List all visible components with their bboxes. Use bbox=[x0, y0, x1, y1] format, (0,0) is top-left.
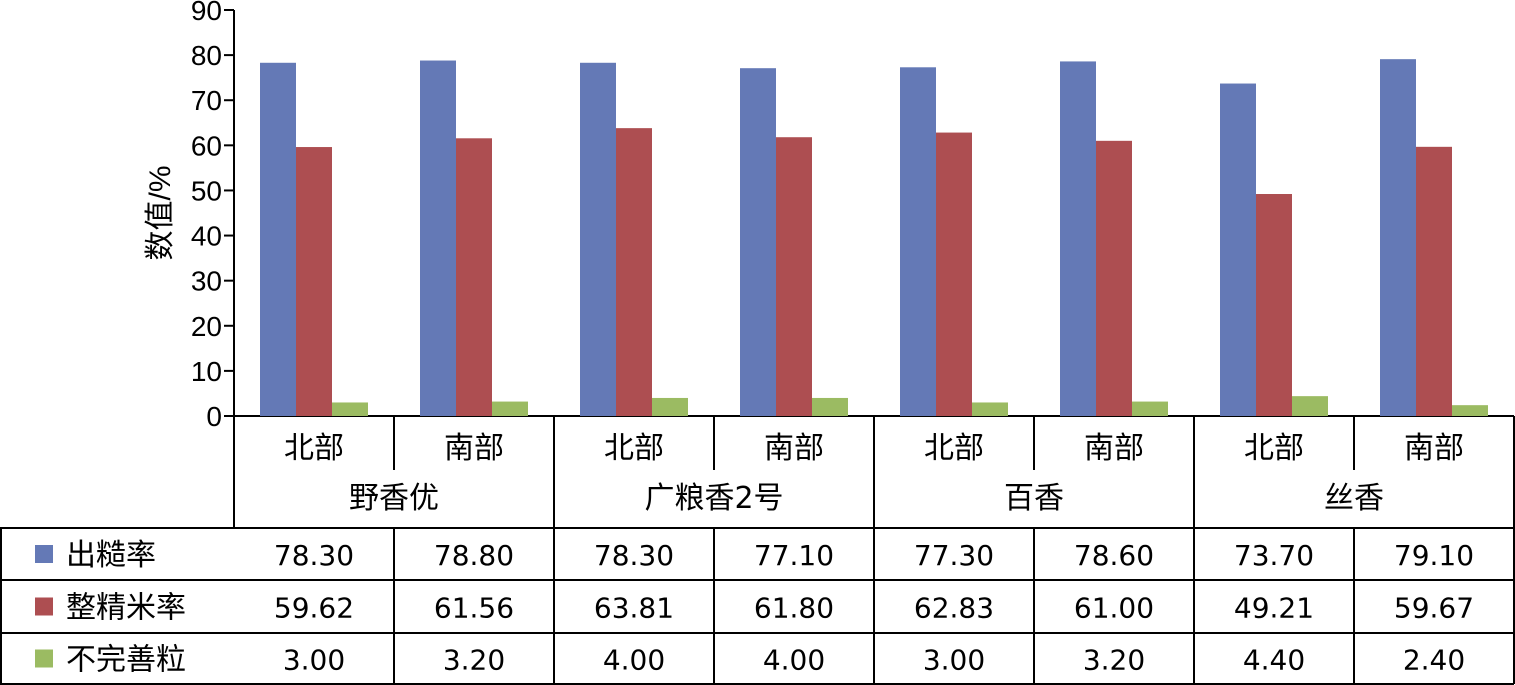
group-label: 野香优 bbox=[349, 481, 439, 516]
data-value: 4.40 bbox=[1243, 644, 1305, 677]
y-axis-label: 数值/% bbox=[144, 165, 177, 260]
bar-出糙率-丝香-南部 bbox=[1380, 59, 1416, 416]
data-value: 63.81 bbox=[594, 592, 674, 625]
bar-不完善粒-广粮香2号-南部 bbox=[812, 397, 848, 416]
category-label: 南部 bbox=[1084, 431, 1144, 466]
category-label: 北部 bbox=[604, 431, 664, 466]
y-tick-label: 10 bbox=[191, 356, 222, 387]
data-value: 59.62 bbox=[274, 592, 354, 625]
category-label: 北部 bbox=[924, 431, 984, 466]
y-tick-label: 70 bbox=[191, 85, 222, 116]
legend-swatch-不完善粒 bbox=[35, 649, 53, 668]
data-value: 3.20 bbox=[1083, 644, 1145, 677]
y-tick-label: 0 bbox=[206, 401, 222, 432]
data-value: 62.83 bbox=[914, 592, 994, 625]
data-value: 4.00 bbox=[763, 644, 825, 677]
bar-出糙率-广粮香2号-北部 bbox=[580, 62, 616, 416]
bar-整精米率-广粮香2号-北部 bbox=[616, 128, 652, 416]
bar-出糙率-广粮香2号-南部 bbox=[740, 68, 776, 417]
legend-swatch-出糙率 bbox=[35, 545, 53, 563]
bar-不完善粒-广粮香2号-北部 bbox=[652, 397, 688, 416]
category-label: 南部 bbox=[444, 431, 504, 466]
data-value: 78.30 bbox=[274, 539, 354, 572]
data-value: 77.10 bbox=[754, 539, 834, 572]
bar-整精米率-野香优-南部 bbox=[456, 138, 492, 416]
bar-不完善粒-丝香-北部 bbox=[1292, 396, 1328, 416]
bar-不完善粒-百香-北部 bbox=[972, 402, 1008, 416]
data-value: 78.30 bbox=[594, 539, 674, 572]
bar-整精米率-广粮香2号-南部 bbox=[776, 137, 812, 417]
data-value: 61.00 bbox=[1074, 592, 1154, 625]
legend-label-整精米率: 整精米率 bbox=[66, 591, 186, 626]
data-value: 79.10 bbox=[1394, 539, 1474, 572]
y-tick-label: 50 bbox=[191, 175, 222, 206]
data-value: 49.21 bbox=[1234, 592, 1314, 625]
group-label: 百香 bbox=[1004, 481, 1064, 516]
group-label: 广粮香2号 bbox=[644, 481, 783, 516]
data-value: 4.00 bbox=[603, 644, 665, 677]
bar-出糙率-百香-南部 bbox=[1060, 61, 1096, 416]
bar-出糙率-百香-北部 bbox=[900, 67, 936, 417]
y-tick-label: 60 bbox=[191, 130, 222, 161]
bar-整精米率-丝香-南部 bbox=[1416, 146, 1452, 416]
y-tick-label: 90 bbox=[191, 0, 222, 26]
data-value: 77.30 bbox=[914, 539, 994, 572]
category-label: 南部 bbox=[764, 431, 824, 466]
bar-出糙率-丝香-北部 bbox=[1220, 83, 1256, 416]
data-value: 61.80 bbox=[754, 592, 834, 625]
bar-不完善粒-野香优-北部 bbox=[332, 402, 368, 416]
data-value: 3.20 bbox=[443, 644, 505, 677]
bar-不完善粒-百香-南部 bbox=[1132, 401, 1168, 416]
bar-整精米率-野香优-北部 bbox=[296, 147, 332, 417]
data-value: 59.67 bbox=[1394, 592, 1474, 625]
bar-不完善粒-丝香-南部 bbox=[1452, 405, 1488, 416]
bar-出糙率-野香优-南部 bbox=[420, 60, 456, 416]
bar-整精米率-百香-北部 bbox=[936, 132, 972, 416]
bar-不完善粒-野香优-南部 bbox=[492, 401, 528, 416]
bars bbox=[260, 59, 1488, 417]
legend-swatch-整精米率 bbox=[35, 597, 53, 616]
legend-label-出糙率: 出糙率 bbox=[66, 538, 156, 573]
data-value: 3.00 bbox=[283, 644, 345, 677]
data-value: 73.70 bbox=[1234, 539, 1314, 572]
data-value: 61.56 bbox=[434, 592, 514, 625]
data-value: 2.40 bbox=[1403, 644, 1465, 677]
bar-出糙率-野香优-北部 bbox=[260, 62, 296, 416]
y-tick-label: 30 bbox=[191, 266, 222, 297]
y-tick-label: 20 bbox=[191, 311, 222, 342]
data-value: 78.60 bbox=[1074, 539, 1154, 572]
category-label: 北部 bbox=[284, 431, 344, 466]
category-label: 南部 bbox=[1404, 431, 1464, 466]
bar-整精米率-百香-南部 bbox=[1096, 140, 1132, 417]
y-tick-label: 80 bbox=[191, 40, 222, 71]
group-label: 丝香 bbox=[1324, 481, 1384, 516]
legend-label-不完善粒: 不完善粒 bbox=[66, 643, 186, 678]
y-tick-label: 40 bbox=[191, 221, 222, 252]
category-label: 北部 bbox=[1244, 431, 1304, 466]
data-value: 3.00 bbox=[923, 644, 985, 677]
data-value: 78.80 bbox=[434, 539, 514, 572]
y-axis: 0 10 20 30 40 50 60 70 80 90 bbox=[191, 0, 1514, 528]
bar-整精米率-丝香-北部 bbox=[1256, 194, 1292, 416]
